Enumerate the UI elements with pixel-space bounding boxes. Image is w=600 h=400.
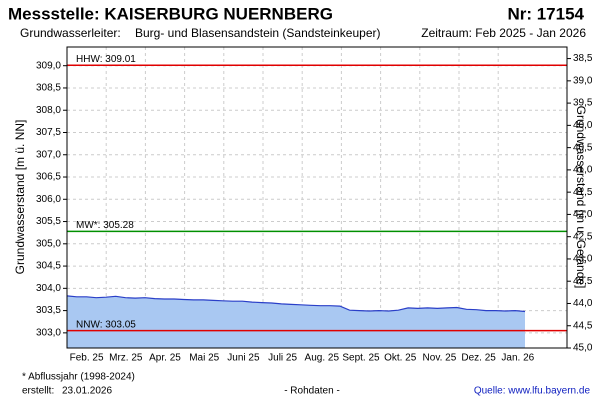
x-tick-label: Juni 25	[227, 353, 260, 364]
y-axis-label: Grundwasserstand [m ü. NN]	[13, 120, 27, 275]
chart-title: Messstelle: KAISERBURG NUERNBERG	[8, 4, 333, 23]
x-tick-label: Nov. 25	[423, 353, 457, 364]
reference-label: HHW: 309.01	[76, 54, 136, 65]
y2-tick-label: 43,0	[573, 254, 593, 265]
y2-tick-label: 38,5	[573, 53, 593, 64]
y-tick-label: 304,5	[36, 261, 61, 272]
x-tick-label: Mrz. 25	[109, 353, 143, 364]
x-tick-label: Feb. 25	[70, 353, 104, 364]
x-tick-label: Aug. 25	[305, 353, 340, 364]
y2-tick-label: 39,5	[573, 98, 593, 109]
y2-tick-label: 40,0	[573, 120, 593, 131]
y-tick-label: 306,5	[36, 172, 61, 183]
x-tick-label: Sept. 25	[342, 353, 380, 364]
y-tick-label: 307,0	[36, 149, 61, 160]
x-tick-label: Juli 25	[268, 353, 297, 364]
x-tick-label: Okt. 25	[384, 353, 417, 364]
plot-frame	[66, 46, 568, 349]
y-tick-label: 308,0	[36, 105, 61, 116]
y2-tick-label: 39,0	[573, 75, 593, 86]
y-tick-label: 305,5	[36, 216, 61, 227]
source[interactable]: Quelle: www.lfu.bayern.de	[474, 386, 591, 397]
y-tick-label: 303,5	[36, 305, 61, 316]
aquifer-label: Grundwasserleiter:	[20, 26, 121, 40]
status: - Rohdaten -	[284, 386, 340, 397]
y2-tick-label: 43,5	[573, 276, 593, 287]
aquifer: Burg- und Blasensandstein (Sandsteinkeup…	[135, 26, 380, 40]
reference-label: MW*: 305.28	[76, 220, 134, 231]
period: Zeitraum: Feb 2025 - Jan 2026	[421, 26, 586, 40]
y2-tick-label: 41,0	[573, 165, 593, 176]
y-tick-label: 303,0	[36, 328, 61, 339]
area-fill	[67, 295, 525, 348]
y-tick-label: 308,5	[36, 83, 61, 94]
x-tick-label: Apr. 25	[149, 353, 181, 364]
y-tick-label: 307,5	[36, 127, 61, 138]
y2-tick-label: 42,0	[573, 209, 593, 220]
footnote: * Abflussjahr (1998-2024)	[22, 372, 135, 383]
y-tick-label: 309,0	[36, 60, 61, 71]
reference-label: NNW: 303.05	[76, 319, 136, 330]
created-label: erstellt:	[22, 386, 54, 397]
x-tick-label: Mai 25	[189, 353, 219, 364]
station-number: Nr: 17154	[507, 4, 584, 23]
y2-tick-label: 44,0	[573, 298, 593, 309]
y2-tick-label: 44,5	[573, 320, 593, 331]
y2-tick-label: 40,5	[573, 142, 593, 153]
y-tick-label: 304,0	[36, 283, 61, 294]
y2-tick-label: 45,0	[573, 343, 593, 354]
y-tick-label: 306,0	[36, 194, 61, 205]
x-tick-label: Jan. 26	[501, 353, 534, 364]
data-line	[66, 295, 526, 313]
y2-axis-label: Grundwasserstand [m u. Gelände]	[574, 106, 588, 289]
y2-tick-label: 42,5	[573, 231, 593, 242]
x-tick-label: Dez. 25	[461, 353, 496, 364]
y2-tick-label: 41,5	[573, 187, 593, 198]
created-date: 23.01.2026	[62, 386, 112, 397]
y-tick-label: 305,0	[36, 238, 61, 249]
